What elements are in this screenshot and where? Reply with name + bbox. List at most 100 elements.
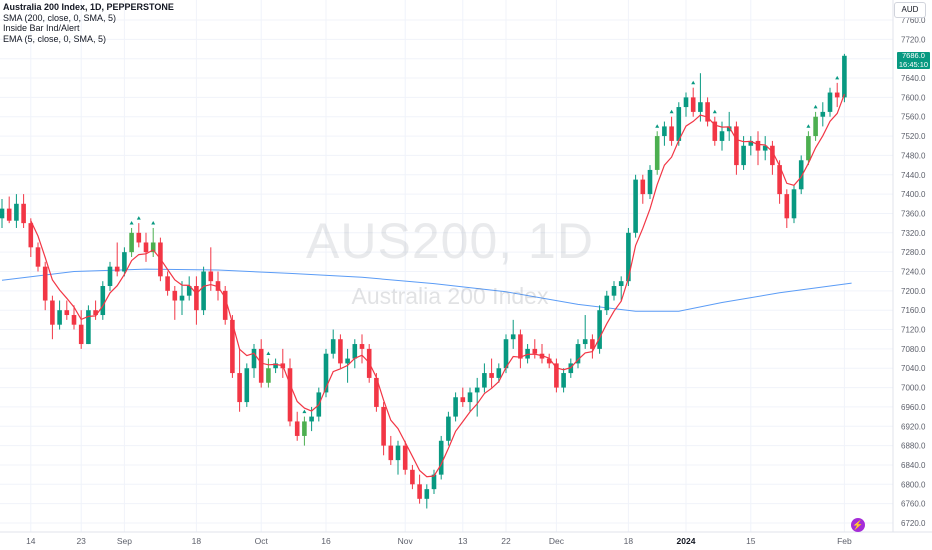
symbol-watermark: AUS200, 1D: [306, 213, 594, 269]
candle-body: [294, 421, 300, 436]
inside-bar-marker: [813, 104, 818, 109]
candle: [489, 358, 494, 388]
candle: [86, 305, 91, 345]
price-axis-tick-label: 7560.0: [901, 113, 926, 122]
price-axis-tick-label: 6920.0: [901, 422, 926, 431]
candle: [14, 194, 19, 228]
candle-body: [208, 271, 214, 282]
candle-body: [633, 179, 638, 233]
candle-body: [6, 208, 12, 221]
time-axis-tick-label: Feb: [837, 536, 852, 546]
candle-body: [93, 310, 98, 316]
inside-bar-marker: [691, 80, 696, 85]
legend-indicator-ema[interactable]: EMA (5, close, 0, SMA, 5): [3, 33, 107, 44]
candle: [597, 305, 602, 354]
candle: [712, 116, 718, 146]
candle-body: [0, 208, 5, 219]
candle: [611, 281, 617, 301]
candle: [222, 286, 228, 325]
candle-body: [690, 97, 696, 112]
candle: [532, 339, 538, 359]
inside-bar-marker: [655, 124, 660, 128]
price-axis-tick-label: 7240.0: [901, 268, 926, 277]
candle-body: [57, 310, 62, 325]
candle: [266, 358, 271, 388]
candle-body: [834, 92, 840, 98]
candle: [201, 266, 206, 316]
candle-body: [525, 348, 530, 359]
price-axis-tick-label: 7480.0: [901, 151, 926, 160]
price-axis-tick-label: 7640.0: [901, 74, 926, 83]
candle-body: [165, 276, 170, 291]
candle-body: [726, 126, 732, 132]
candle-body: [755, 140, 761, 151]
legend-indicator-inside-bar[interactable]: Inside Bar Ind/Alert: [3, 23, 80, 33]
candle: [424, 484, 430, 509]
candle-body: [827, 92, 833, 112]
price-axis-tick-label: 7320.0: [901, 229, 926, 238]
price-axis: 7760.07720.07680.07640.07600.07560.07520…: [901, 16, 926, 528]
candle-body: [734, 126, 739, 166]
candle: [388, 435, 394, 465]
candle-body: [107, 266, 113, 287]
candle-body: [554, 363, 559, 388]
candle-body: [86, 310, 91, 345]
time-axis-tick-label: 18: [192, 536, 202, 546]
candle: [791, 184, 797, 224]
tradingview-logo-icon[interactable]: ⚡: [851, 518, 865, 532]
candle: [410, 464, 415, 490]
price-axis-tick-label: 7520.0: [901, 132, 926, 141]
candle: [482, 363, 487, 393]
candle-body: [222, 290, 228, 320]
inside-bar-marker: [266, 351, 271, 356]
candle-body: [446, 416, 451, 441]
candle-body: [597, 310, 602, 349]
sma-200-layer: [1, 268, 852, 312]
candle-body: [273, 363, 278, 369]
candle: [582, 315, 588, 349]
candle: [647, 165, 653, 199]
legend-title[interactable]: Australia 200 Index, 1D, PEPPERSTONE: [3, 2, 174, 12]
legend-indicator-sma[interactable]: SMA (200, close, 0, SMA, 5): [3, 12, 117, 23]
candle: [381, 402, 386, 456]
candle-body: [748, 140, 754, 146]
candle: [186, 276, 192, 301]
candle-body: [129, 232, 134, 253]
candle-body: [575, 344, 581, 364]
candle-body: [741, 145, 746, 166]
price-axis-tick-label: 6840.0: [901, 461, 926, 470]
candle-body: [417, 484, 422, 499]
candle-body: [662, 126, 667, 137]
candle-body: [395, 445, 401, 461]
candle: [431, 469, 437, 494]
candle: [6, 196, 12, 224]
price-axis-tick-label: 7120.0: [901, 326, 926, 335]
candle: [546, 353, 552, 369]
price-axis-tick-label: 7200.0: [901, 287, 926, 296]
candle: [460, 387, 466, 407]
time-axis-tick-label: 23: [76, 536, 86, 546]
candle: [71, 305, 77, 330]
candle-body: [323, 353, 329, 393]
candle: [338, 334, 343, 369]
candle: [273, 358, 278, 374]
candle-body: [143, 242, 149, 253]
candle: [446, 411, 451, 446]
candle: [395, 440, 401, 475]
price-axis-tick-label: 7720.0: [901, 35, 926, 44]
inside-bar-marker: [806, 124, 811, 128]
candle-body: [258, 348, 264, 383]
candle: [777, 160, 782, 204]
price-axis-tick-label: 6800.0: [901, 480, 926, 489]
candle-body: [345, 358, 350, 364]
candle: [698, 73, 703, 122]
candle-body: [309, 416, 314, 422]
time-axis-tick-label: Nov: [398, 536, 414, 546]
currency-badge[interactable]: AUD: [894, 2, 926, 18]
candle: [165, 271, 170, 296]
inside-bar-marker: [669, 109, 674, 114]
candle: [150, 227, 156, 257]
price-axis-tick-label: 6960.0: [901, 403, 926, 412]
candle-body: [546, 358, 552, 364]
